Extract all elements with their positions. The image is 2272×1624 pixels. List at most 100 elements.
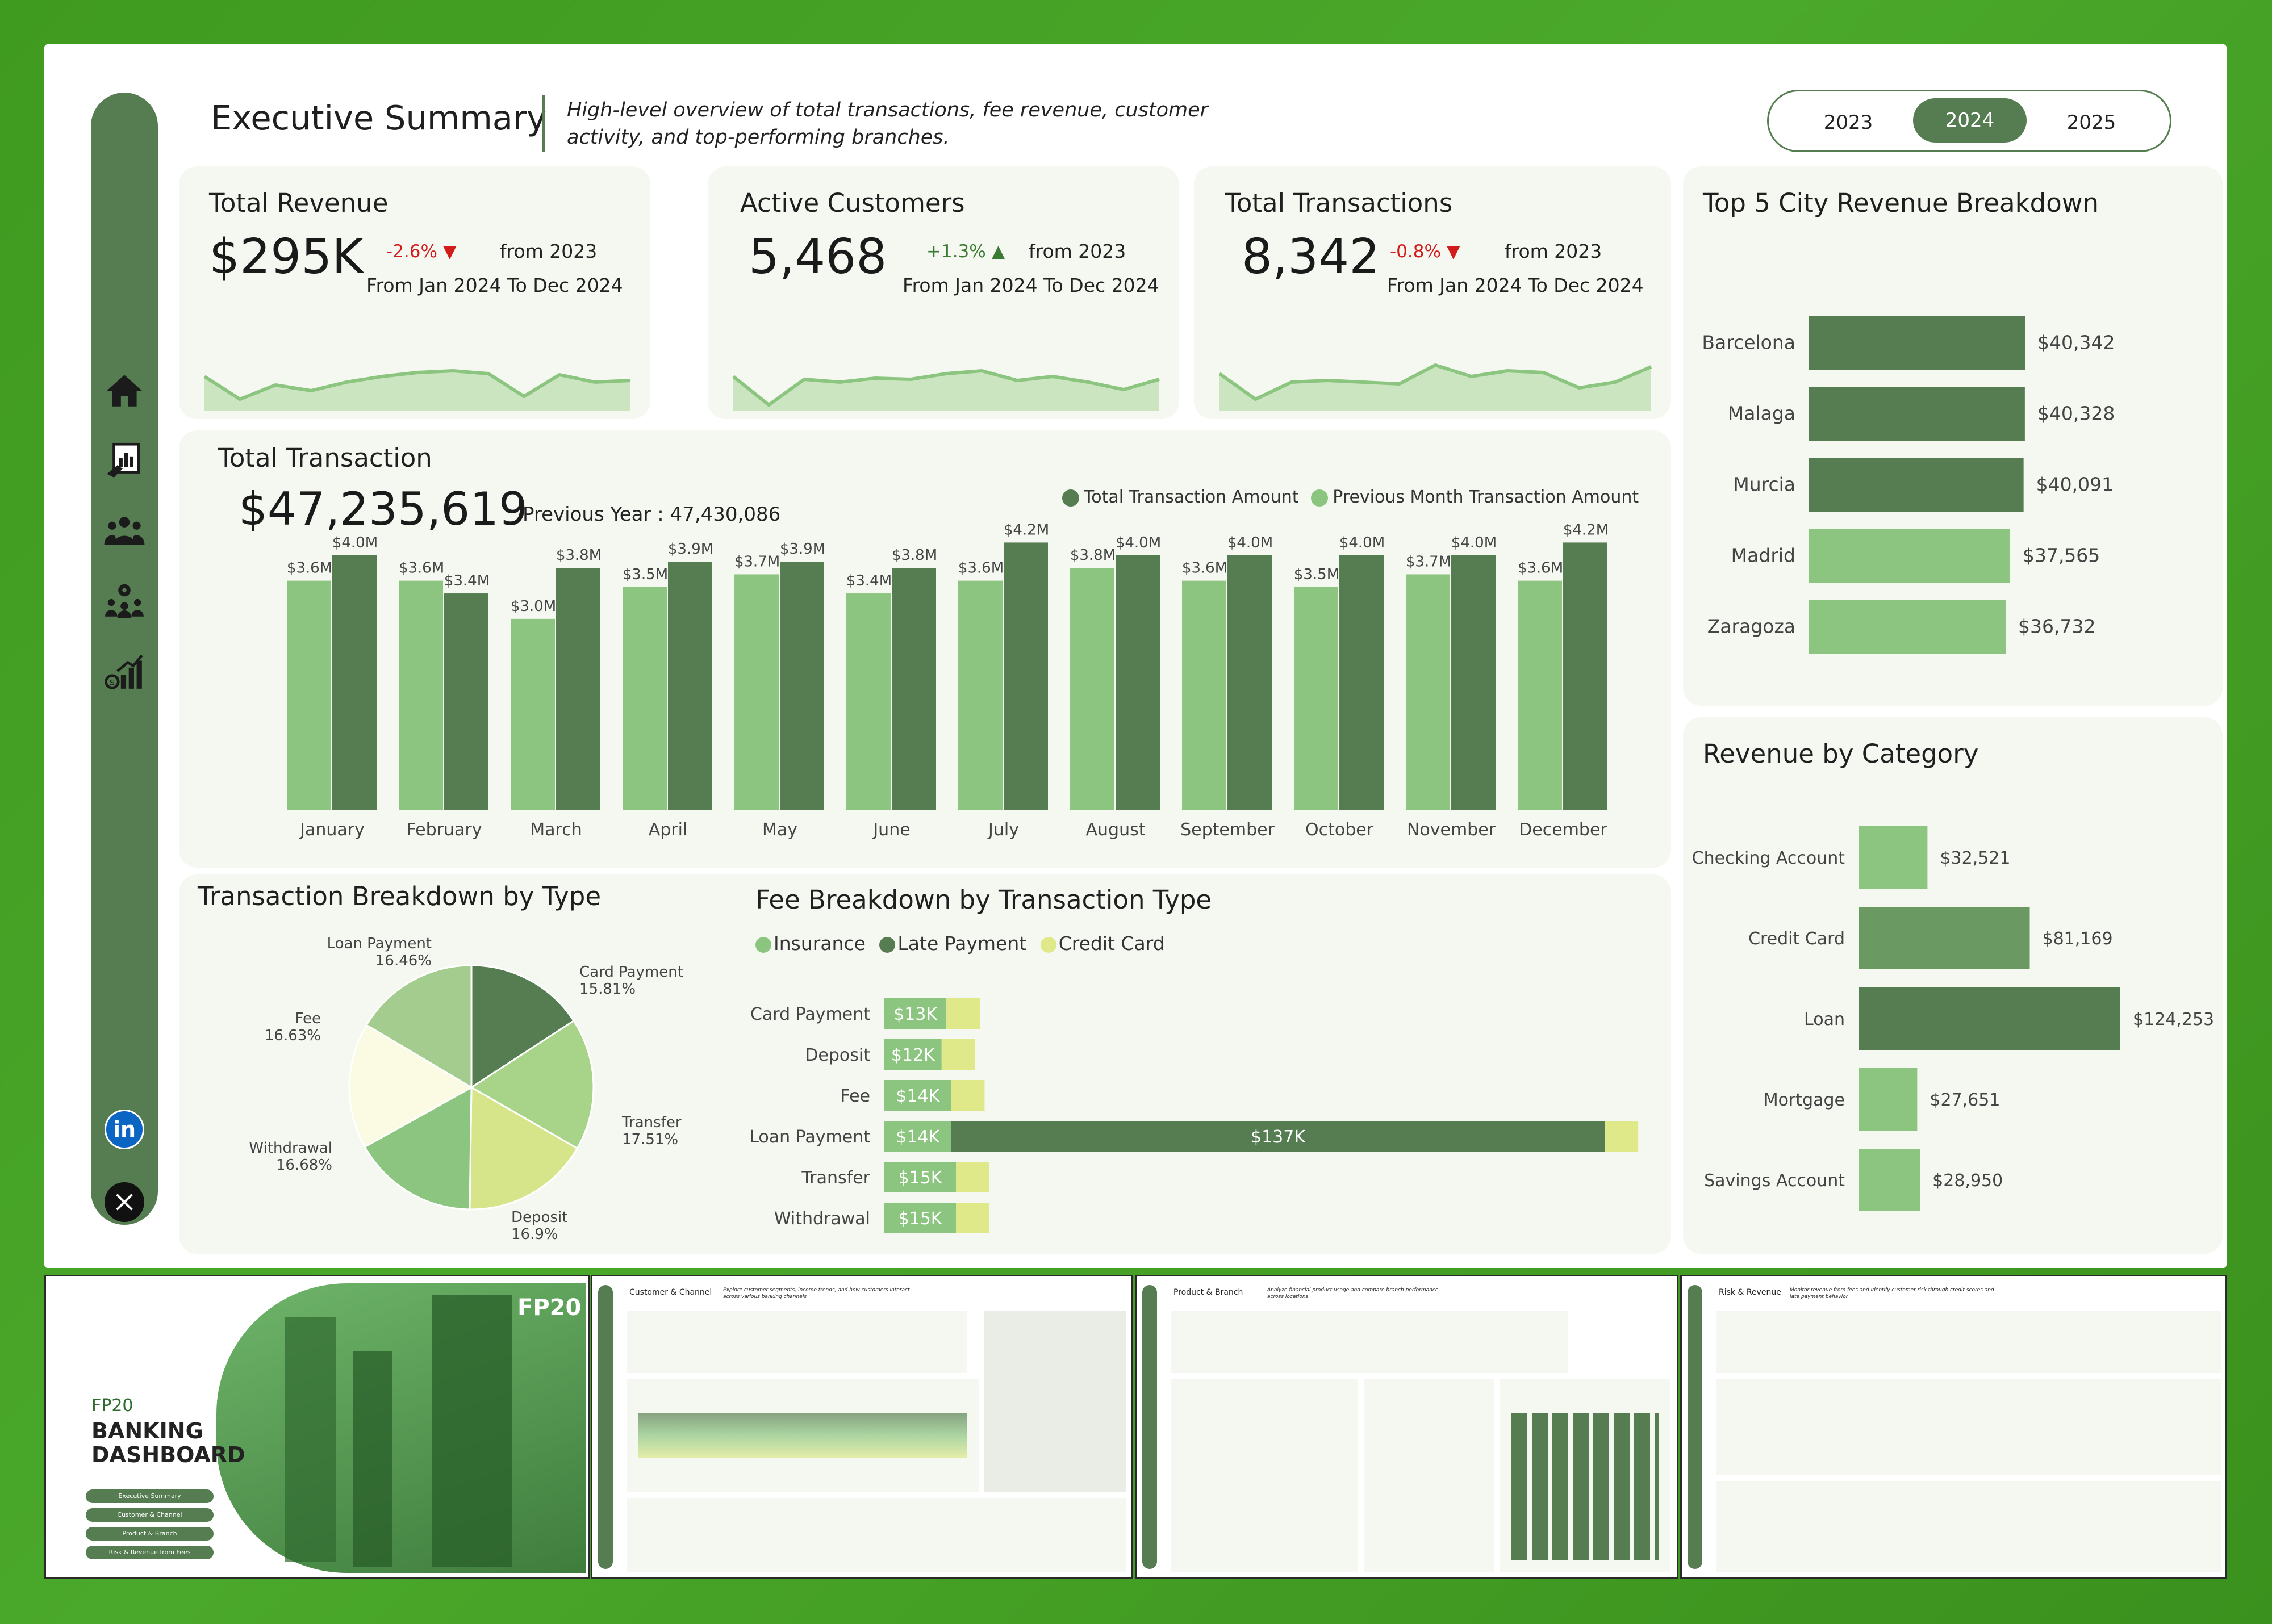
customers-icon[interactable] [103, 510, 145, 552]
thumbnail-product-branch[interactable]: Product & Branch Analyze financial produ… [1135, 1275, 1678, 1579]
kpi-value: 8,342 [1242, 229, 1380, 285]
pie-category-label: Withdrawal [249, 1140, 332, 1157]
x-icon[interactable] [105, 1182, 144, 1222]
cover-menu-item[interactable]: Executive Summary [86, 1489, 214, 1503]
bar-data-label: $32,521 [1940, 848, 2010, 868]
bar-data-label: $15K [899, 1168, 943, 1188]
bar-data-label: $14K [896, 1086, 940, 1106]
category-label: Withdrawal [774, 1209, 870, 1229]
risk-chart-icon[interactable]: $ [103, 650, 145, 692]
cover-title-2: DASHBOARD [91, 1442, 245, 1467]
year-2025-button[interactable]: 2025 [2066, 111, 2116, 134]
bar-previous [511, 618, 555, 810]
x-tick-label: October [1305, 820, 1374, 840]
kpi-change: -0.8% ▼ [1390, 241, 1460, 262]
year-2023-button[interactable]: 2023 [1823, 111, 1873, 134]
bar-current [556, 568, 600, 810]
monthly-transaction-card: Total Transaction $47,235,619 Previous Y… [179, 430, 1671, 868]
stacked-bar-segment [951, 1121, 1605, 1152]
year-selector: 2023 2024 2025 [1767, 90, 2171, 152]
kpi-card-customers: Active Customers 5,468 +1.3% ▲ from 2023… [708, 166, 1179, 419]
fee-breakdown-card: Fee Breakdown by Transaction Type Insura… [693, 874, 1671, 1254]
bar-data-label: $27,651 [1929, 1090, 2000, 1110]
cover-menu-item[interactable]: Risk & Revenue from Fees [86, 1546, 214, 1559]
kpi-card-transactions: Total Transactions 8,342 -0.8% ▼ from 20… [1194, 166, 1671, 419]
stacked-bar-segment [956, 1203, 989, 1233]
bar-data-label: $40,342 [2037, 332, 2115, 354]
customers-sparkline [732, 369, 1160, 411]
card-title: Transaction Breakdown by Type [198, 881, 602, 911]
legend-label-current: Total Transaction Amount [1084, 487, 1299, 507]
legend-dot-late-payment [879, 936, 896, 953]
chart-legend: Total Transaction Amount Previous Month … [1062, 487, 1639, 507]
stacked-bar-segment [884, 1039, 942, 1070]
city-bar-chart: Barcelona $40,342 Malaga $40,328 Murcia $40,0… [1702, 316, 2115, 654]
type-breakdown-card: Transaction Breakdown by Type Card Payme… [179, 874, 724, 1254]
legend-dot-current [1062, 489, 1079, 507]
x-tick-label: February [407, 820, 482, 840]
bar-previous [1294, 587, 1338, 810]
kpi-range: From Jan 2024 To Dec 2024 [366, 274, 623, 296]
sparkline-line [203, 369, 631, 401]
x-tick-label: August [1086, 820, 1146, 840]
bar-data-label: $14K [896, 1127, 940, 1147]
category-label: Transfer [801, 1168, 870, 1188]
card-title: Fee Breakdown by Transaction Type [755, 885, 1212, 915]
pie-slice [470, 964, 575, 1089]
bar-previous [1518, 580, 1562, 810]
total-value: $47,235,619 [239, 483, 528, 535]
pie-percent-label: 16.46% [375, 952, 432, 969]
fee-stacked-bar-chart: Card Payment $13K Deposit $12K Fee $14K Loan P… [749, 998, 1639, 1233]
branches-icon[interactable] [103, 580, 145, 622]
bar-data-label: $37,565 [2023, 545, 2100, 567]
bar-previous [846, 593, 891, 810]
bar [1859, 1068, 1918, 1131]
bar-data-label: $4.0M [1339, 534, 1385, 551]
bar-previous [1070, 568, 1114, 810]
bar-previous [958, 580, 1003, 810]
stacked-bar-segment [946, 998, 980, 1029]
thumbnail-cover[interactable]: FP20 FP20 BANKING DASHBOARD Executive Su… [44, 1275, 590, 1579]
year-2024-button[interactable]: 2024 [1913, 98, 2027, 143]
bar-data-label: $3.9M [668, 541, 713, 558]
kpi-from: from 2023 [1505, 240, 1602, 262]
bar-data-label: $3.6M [958, 560, 1004, 577]
cover-menu-item[interactable]: Product & Branch [86, 1527, 214, 1541]
bar-data-label: $3.8M [892, 547, 937, 564]
bar-data-label: $3.0M [511, 598, 556, 615]
up-arrow-icon: ▲ [991, 241, 1005, 262]
bar-data-label: $3.7M [1406, 553, 1451, 570]
bar-data-label: $12K [891, 1045, 935, 1065]
report-icon[interactable] [103, 439, 145, 481]
kpi-title: Total Transactions [1225, 188, 1453, 218]
bar [1809, 458, 2024, 512]
stacked-bar-segment [884, 1121, 951, 1152]
dashboard-canvas: $ in Executive Summary High-level overvi… [44, 44, 2227, 1268]
home-icon[interactable] [103, 370, 145, 412]
stacked-bar-segment [956, 1162, 989, 1192]
bar-data-label: $3.7M [734, 553, 780, 570]
legend-label-previous: Previous Month Transaction Amount [1333, 487, 1639, 507]
category-label: Loan Payment [749, 1127, 870, 1147]
sparkline-area [204, 371, 630, 411]
stacked-bar-segment [884, 1203, 956, 1233]
page-subtitle: High-level overview of total transaction… [567, 99, 1209, 149]
bar-data-label: $3.8M [556, 547, 602, 564]
stacked-bar-segment [1605, 1121, 1639, 1152]
bar-data-label: $3.6M [287, 560, 332, 577]
bar-data-label: $4.0M [1116, 534, 1161, 551]
bar [1859, 907, 2030, 969]
thumbnail-customer-channel[interactable]: Customer & Channel Explore customer segm… [591, 1275, 1133, 1579]
bar-data-label: $28,950 [1932, 1171, 2003, 1191]
cover-menu-item[interactable]: Customer & Channel [86, 1508, 214, 1522]
bar-data-label: $3.6M [1182, 560, 1227, 577]
category-label: Card Payment [750, 1004, 870, 1024]
thumbnail-risk-revenue[interactable]: Risk & Revenue Monitor revenue from fees… [1680, 1275, 2227, 1579]
linkedin-icon[interactable]: in [105, 1110, 144, 1149]
kpi-range: From Jan 2024 To Dec 2024 [903, 274, 1159, 296]
bar-data-label: $36,732 [2018, 616, 2095, 638]
bar-data-label: $3.6M [399, 560, 444, 577]
pie-slice [469, 1086, 579, 1211]
x-tick-label: April [649, 820, 688, 840]
sparkline-area [733, 371, 1159, 411]
